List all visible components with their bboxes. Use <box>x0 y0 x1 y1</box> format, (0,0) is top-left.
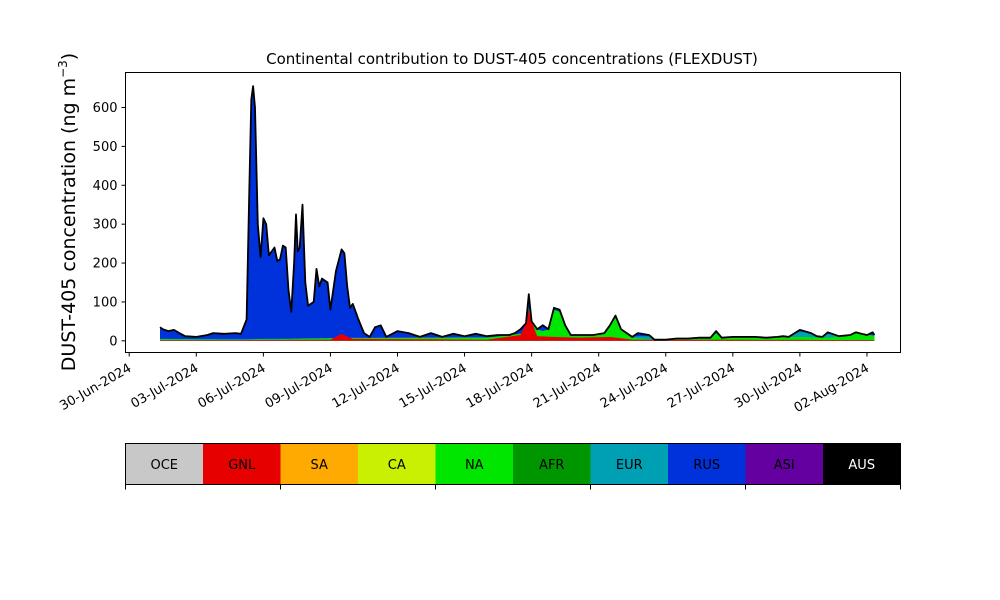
x-tick-label: 15-Jul-2024 <box>397 361 470 412</box>
legend-label-AFR: AFR <box>539 458 564 473</box>
legend-label-CA: CA <box>388 458 406 473</box>
x-tick-label: 21-Jul-2024 <box>531 361 604 412</box>
y-tick-label: 300 <box>93 218 118 233</box>
legend-swatch-RUS <box>668 443 746 485</box>
y-tick-label: 100 <box>93 295 118 310</box>
legend-swatch-CA <box>358 443 436 485</box>
legend-label-RUS: RUS <box>693 458 720 473</box>
x-tick-label: 27-Jul-2024 <box>665 361 738 412</box>
x-tick-label: 18-Jul-2024 <box>464 361 537 412</box>
area-NA <box>160 307 875 341</box>
y-tick-label: 600 <box>93 101 118 116</box>
legend-swatch-AFR <box>513 443 591 485</box>
legend-label-EUR: EUR <box>616 458 643 473</box>
plot-frame <box>125 72 901 353</box>
legend-label-GNL: GNL <box>228 458 256 473</box>
x-tick-label: 06-Jul-2024 <box>196 361 269 412</box>
x-axis: 30-Jun-202403-Jul-202406-Jul-202409-Jul-… <box>57 352 872 416</box>
region-colorbar-legend: OCE GNL SA CA NA AFR EUR RUS ASI AUS <box>125 443 901 490</box>
area-RUS <box>160 86 875 341</box>
legend-swatch-ASI <box>745 443 823 485</box>
legend-swatch-AUS <box>823 443 901 485</box>
x-tick-label: 09-Jul-2024 <box>263 361 336 412</box>
legend-swatch-OCE <box>125 443 203 485</box>
legend-swatch-EUR <box>590 443 668 485</box>
y-tick-label: 200 <box>93 257 118 272</box>
y-tick-label: 500 <box>93 140 118 155</box>
y-axis: 0 100 200 300 400 500 600 <box>93 101 126 349</box>
x-tick-label: 24-Jul-2024 <box>598 361 671 412</box>
legend-label-NA: NA <box>465 458 484 473</box>
legend-frame <box>125 443 901 485</box>
y-tick-label: 400 <box>93 179 118 194</box>
y-axis-label: DUST-405 concentration (ng m−3) <box>56 53 80 371</box>
y-tick-label: 0 <box>109 334 117 349</box>
x-tick-label: 12-Jul-2024 <box>330 361 403 412</box>
chart-title: Continental contribution to DUST-405 con… <box>266 50 758 68</box>
legend-label-AUS: AUS <box>848 458 875 473</box>
x-tick-label: 02-Aug-2024 <box>792 361 872 416</box>
legend-swatch-SA <box>280 443 358 485</box>
legend-swatch-NA <box>435 443 513 485</box>
x-tick-label: 03-Jul-2024 <box>128 361 201 412</box>
legend-swatch-GNL <box>203 443 281 485</box>
legend-label-OCE: OCE <box>150 458 178 473</box>
legend-label-SA: SA <box>311 458 328 473</box>
total-line <box>159 85 876 341</box>
legend-label-ASI: ASI <box>774 458 795 473</box>
plot-area <box>159 85 876 341</box>
